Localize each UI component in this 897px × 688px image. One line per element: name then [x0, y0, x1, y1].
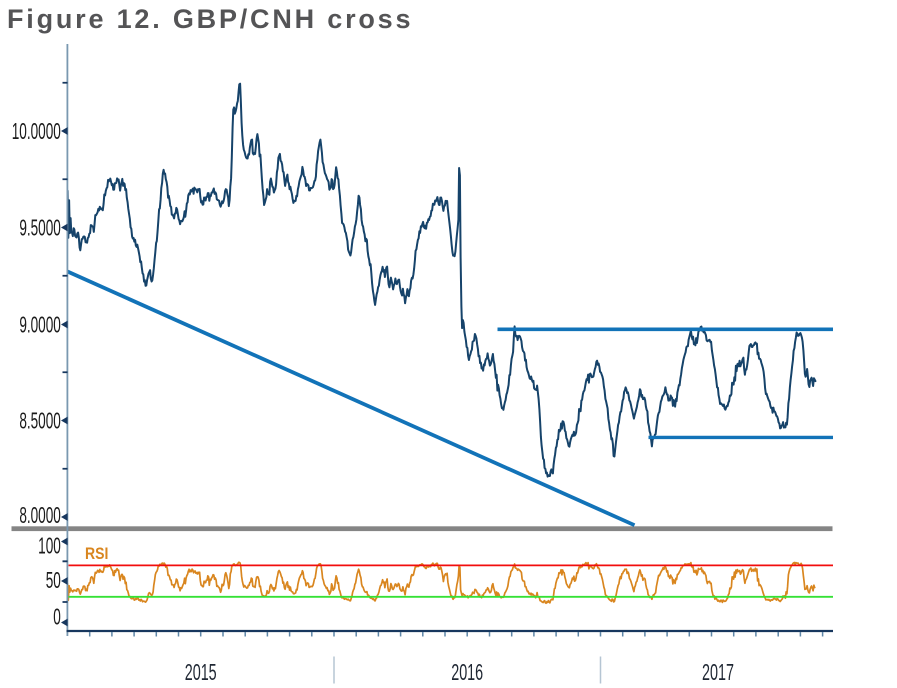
svg-text:10.0000: 10.0000 [12, 120, 61, 146]
svg-text:9.5000: 9.5000 [19, 216, 60, 242]
svg-text:2015: 2015 [185, 661, 217, 686]
svg-text:RSI: RSI [85, 545, 108, 563]
svg-text:50: 50 [46, 569, 61, 595]
svg-text:2017: 2017 [702, 661, 734, 686]
svg-text:100: 100 [38, 534, 61, 560]
svg-text:0: 0 [53, 605, 61, 631]
svg-text:2016: 2016 [451, 661, 483, 686]
svg-text:9.0000: 9.0000 [19, 313, 60, 339]
svg-text:8.5000: 8.5000 [19, 409, 60, 435]
svg-text:8.0000: 8.0000 [19, 504, 60, 530]
